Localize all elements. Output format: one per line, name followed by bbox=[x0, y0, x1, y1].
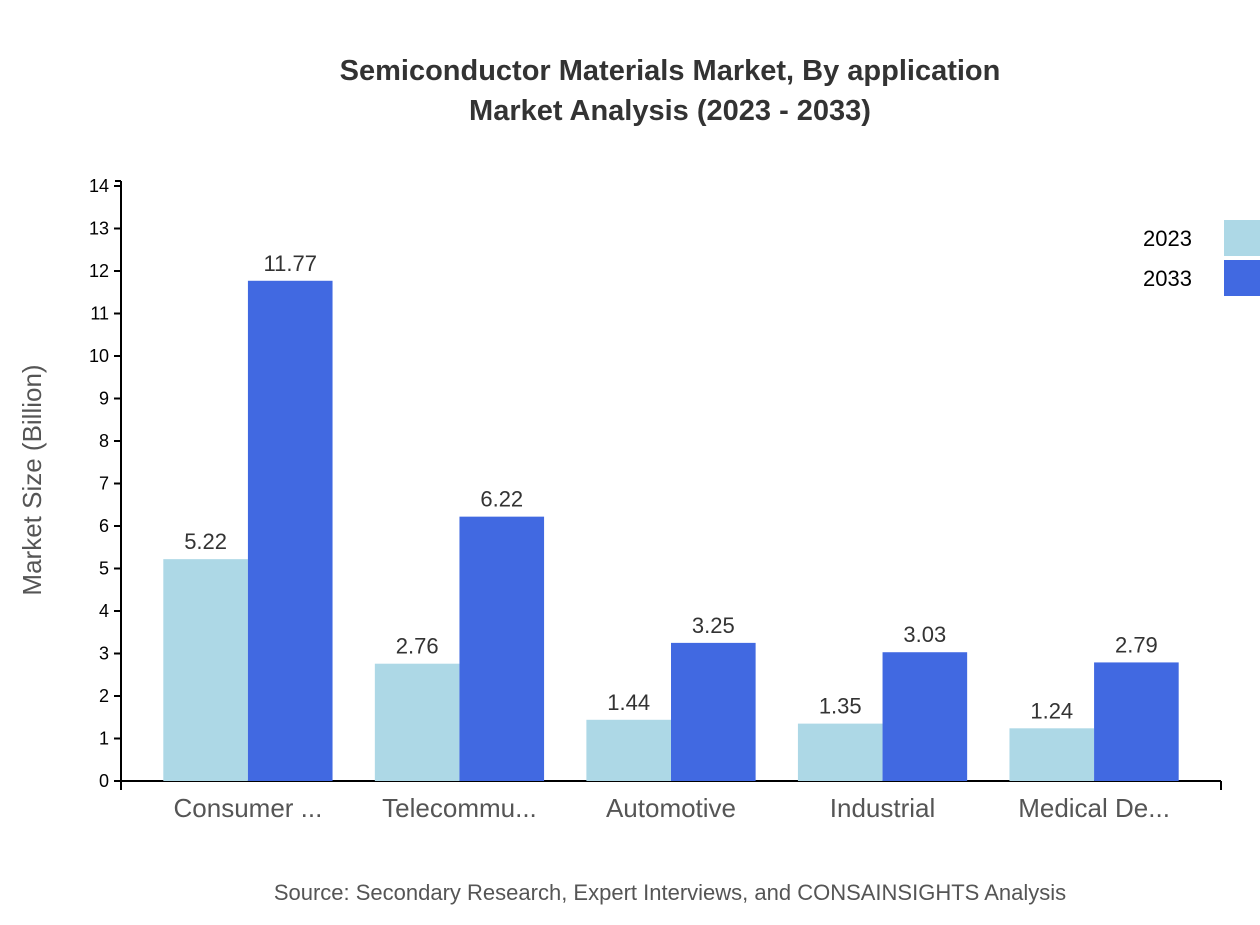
x-tick-label: Medical De... bbox=[1018, 793, 1170, 823]
bar-2033 bbox=[247, 280, 333, 781]
source-note: Source: Secondary Research, Expert Inter… bbox=[274, 880, 1066, 905]
legend-swatch bbox=[1224, 220, 1260, 256]
y-tick-label: 7 bbox=[99, 474, 109, 494]
legend-label: 2023 bbox=[1143, 226, 1192, 251]
bar-value-label: 2.76 bbox=[396, 634, 439, 659]
bar-value-label: 3.25 bbox=[692, 613, 735, 638]
x-tick-label: Industrial bbox=[830, 793, 936, 823]
bar-2033 bbox=[671, 642, 756, 781]
y-tick-label: 5 bbox=[99, 559, 109, 579]
legend-label: 2033 bbox=[1143, 266, 1192, 291]
bar-2023 bbox=[797, 723, 883, 781]
x-tick-label: Telecommu... bbox=[382, 793, 537, 823]
y-tick-label: 10 bbox=[89, 346, 109, 366]
bar-2023 bbox=[1009, 728, 1095, 781]
y-tick-label: 6 bbox=[99, 516, 109, 536]
y-tick-label: 0 bbox=[99, 771, 109, 791]
y-tick-label: 3 bbox=[99, 644, 109, 664]
bar-value-label: 6.22 bbox=[480, 487, 523, 512]
bar-2023 bbox=[374, 663, 460, 781]
bar-value-label: 2.79 bbox=[1115, 632, 1158, 657]
bar-value-label: 1.24 bbox=[1030, 698, 1073, 723]
bar-2033 bbox=[1094, 662, 1179, 781]
bar-value-label: 11.77 bbox=[264, 251, 317, 276]
bar-2023 bbox=[586, 719, 671, 781]
bar-2033 bbox=[459, 516, 545, 781]
y-tick-label: 14 bbox=[89, 176, 109, 196]
y-tick-label: 1 bbox=[99, 729, 109, 749]
y-tick-label: 12 bbox=[89, 261, 109, 281]
legend-swatch bbox=[1224, 260, 1260, 296]
x-tick-label: Consumer ... bbox=[174, 793, 323, 823]
y-tick-label: 2 bbox=[99, 686, 109, 706]
bar-value-label: 3.03 bbox=[903, 622, 946, 647]
x-tick-label: Automotive bbox=[606, 793, 736, 823]
chart-title: Semiconductor Materials Market, By appli… bbox=[340, 55, 1001, 87]
bar-value-label: 5.22 bbox=[184, 529, 227, 554]
y-tick-label: 11 bbox=[90, 304, 109, 324]
y-tick-label: 9 bbox=[99, 389, 109, 409]
y-tick-label: 4 bbox=[99, 601, 109, 621]
bar-2033 bbox=[882, 652, 968, 781]
y-tick-label: 13 bbox=[89, 219, 109, 239]
chart-subtitle: Market Analysis (2023 - 2033) bbox=[469, 95, 871, 127]
y-axis-label: Market Size (Billion) bbox=[17, 364, 47, 595]
y-tick-label: 8 bbox=[99, 431, 109, 451]
bar-2023 bbox=[163, 559, 248, 781]
bar-value-label: 1.35 bbox=[819, 694, 862, 719]
bar-value-label: 1.44 bbox=[607, 690, 650, 715]
